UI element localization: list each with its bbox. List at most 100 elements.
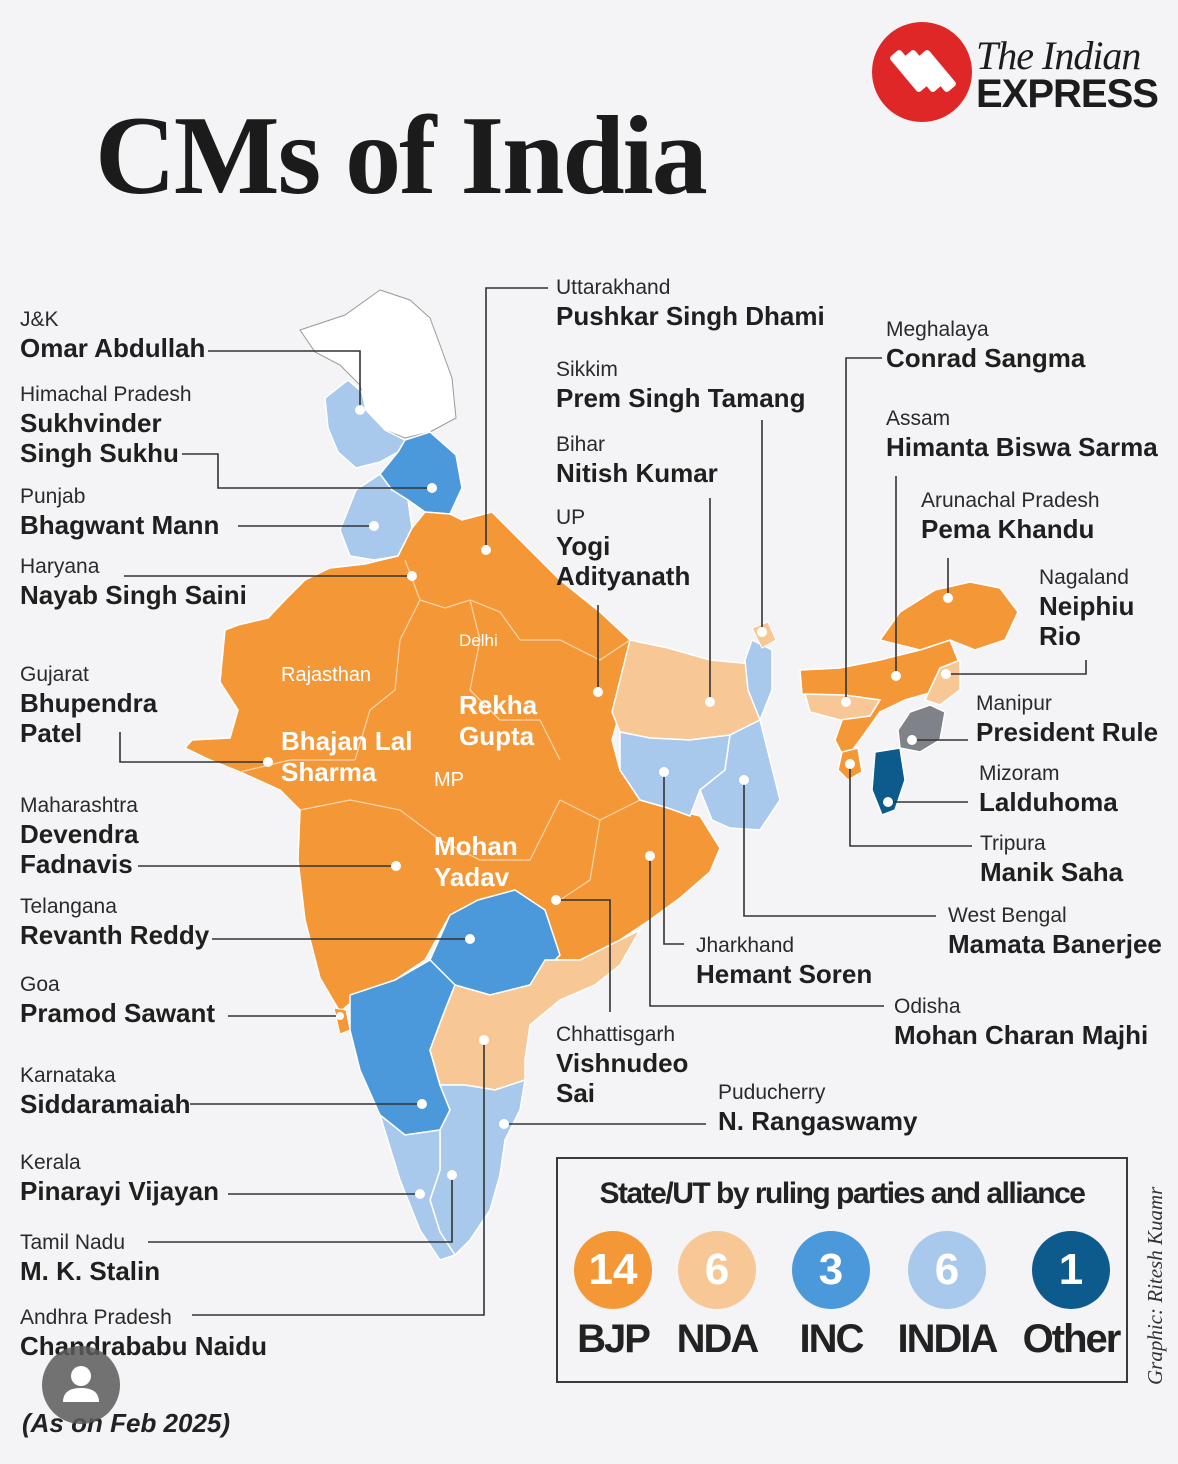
cm-name: Nitish Kumar	[556, 457, 718, 488]
label-himachal: Himachal Pradesh Sukhvinder Singh Sukhu	[20, 383, 192, 469]
state-name: MP	[434, 769, 464, 792]
logo-line2: EXPRESS	[976, 72, 1159, 116]
cm-name: Pema Khandu	[921, 513, 1095, 544]
region-goa[interactable]	[333, 1007, 351, 1035]
cm-name: N. Rangaswamy	[718, 1105, 918, 1136]
state-name: Sikkim	[556, 358, 618, 381]
cm-name: Chandrababu Naidu	[20, 1330, 268, 1361]
legend-count: 6	[908, 1231, 986, 1309]
state-name: Jharkhand	[696, 934, 795, 957]
label-delhi: Delhi Rekha Gupta	[459, 593, 537, 772]
state-name: Haryana	[20, 555, 100, 578]
label-chhattisgarh: Chhattisgarh Vishnudeo Sai	[556, 1023, 688, 1109]
cm-name: Conrad Sangma	[886, 342, 1086, 373]
cm-name: President Rule	[976, 716, 1159, 747]
label-andhra: Andhra Pradesh Chandrababu Naidu	[20, 1306, 267, 1361]
legend-item-india: 6 INDIA	[892, 1231, 1002, 1362]
cm-name: Manik Saha	[980, 856, 1124, 887]
state-name: Himachal Pradesh	[20, 383, 192, 406]
state-dots	[263, 405, 953, 1199]
label-punjab: Punjab Bhagwant Mann	[20, 485, 219, 540]
region-ladakh	[299, 289, 457, 439]
label-manipur: Manipur President Rule	[976, 692, 1158, 747]
legend-item-nda: 6 NDA	[662, 1231, 772, 1362]
cm-name: Bhajan Lal Sharma	[281, 725, 413, 787]
label-maharashtra: Maharashtra Devendra Fadnavis	[20, 794, 139, 880]
label-mp: MP Mohan Yadav	[434, 730, 518, 912]
cm-name: Nayab Singh Saini	[20, 579, 247, 610]
user-avatar-icon[interactable]	[42, 1346, 120, 1424]
cm-name: Pushkar Singh Dhami	[556, 300, 825, 331]
graphic-credit: Graphic: Ritesh Kuamr	[1143, 1186, 1167, 1385]
region-meghalaya[interactable]	[804, 693, 882, 721]
label-mizoram: Mizoram Lalduhoma	[979, 762, 1118, 817]
cm-name: Omar Abdullah	[20, 332, 206, 363]
region-mizoram[interactable]	[871, 747, 906, 816]
cm-name: Vishnudeo Sai	[556, 1047, 689, 1109]
label-tripura: Tripura Manik Saha	[980, 832, 1123, 887]
label-tamilnadu: Tamil Nadu M. K. Stalin	[20, 1231, 160, 1286]
region-westbengal[interactable]	[699, 638, 781, 831]
cm-name: Mohan Yadav	[434, 830, 518, 892]
cm-name: Mohan Charan Majhi	[894, 1019, 1149, 1050]
page-title: CMs of India	[95, 94, 708, 218]
state-name: Tamil Nadu	[20, 1231, 126, 1254]
region-manipur[interactable]	[897, 704, 946, 753]
label-meghalaya: Meghalaya Conrad Sangma	[886, 318, 1085, 373]
legend-count: 3	[792, 1231, 870, 1309]
leader-lines	[119, 287, 1087, 1316]
cm-name: Pramod Sawant	[20, 997, 216, 1028]
label-westbengal: West Bengal Mamata Banerjee	[948, 904, 1162, 959]
party-legend: State/UT by ruling parties and alliance …	[556, 1157, 1128, 1383]
state-name: Meghalaya	[886, 318, 989, 341]
legend-name: BJP	[577, 1317, 651, 1361]
legend-item-inc: 3 INC	[776, 1231, 886, 1362]
state-borders	[239, 559, 641, 901]
label-odisha: Odisha Mohan Charan Majhi	[894, 995, 1148, 1050]
cm-name: Himanta Biswa Sarma	[886, 431, 1158, 462]
label-jk: J&K Omar Abdullah	[20, 308, 205, 363]
state-name: Uttarakhand	[556, 276, 671, 299]
legend-count: 1	[1032, 1231, 1110, 1309]
state-name: UP	[556, 506, 586, 529]
state-name: Tripura	[980, 832, 1046, 855]
region-arunachal[interactable]	[878, 581, 1019, 651]
state-name: Andhra Pradesh	[20, 1306, 172, 1329]
label-uttarakhand: Uttarakhand Pushkar Singh Dhami	[556, 276, 825, 331]
label-jharkhand: Jharkhand Hemant Soren	[696, 934, 872, 989]
cm-name: Siddaramaiah	[20, 1088, 191, 1119]
region-kerala[interactable]	[378, 1112, 457, 1261]
cm-name: Yogi Adityanath	[556, 530, 691, 592]
cm-name: Bhagwant Mann	[20, 509, 220, 540]
label-telangana: Telangana Revanth Reddy	[20, 895, 209, 950]
label-karnataka: Karnataka Siddaramaiah	[20, 1064, 191, 1119]
cm-name: Prem Singh Tamang	[556, 382, 806, 413]
state-name: Maharashtra	[20, 794, 138, 817]
state-name: Bihar	[556, 433, 606, 456]
cm-name: Hemant Soren	[696, 958, 873, 989]
legend-name: Other	[1022, 1317, 1122, 1361]
label-haryana: Haryana Nayab Singh Saini	[20, 555, 247, 610]
cm-name: Rekha Gupta	[459, 690, 538, 752]
state-name: Telangana	[20, 895, 117, 918]
state-name: Nagaland	[1039, 566, 1129, 589]
label-goa: Goa Pramod Sawant	[20, 973, 215, 1028]
label-arunachal: Arunachal Pradesh Pema Khandu	[921, 489, 1100, 544]
state-name: Manipur	[976, 692, 1052, 715]
cm-name: M. K. Stalin	[20, 1255, 161, 1286]
state-name: Odisha	[894, 995, 961, 1018]
legend-count: 6	[678, 1231, 756, 1309]
cm-name: Lalduhoma	[979, 786, 1118, 817]
label-rajasthan: Rajasthan Bhajan Lal Sharma	[281, 625, 412, 807]
state-name: Puducherry	[718, 1081, 826, 1104]
cm-name: Devendra Fadnavis	[20, 818, 139, 880]
region-nagaland[interactable]	[923, 658, 961, 706]
state-name: Gujarat	[20, 663, 89, 686]
label-gujarat: Gujarat Bhupendra Patel	[20, 663, 157, 749]
legend-title: State/UT by ruling parties and alliance	[599, 1177, 1086, 1210]
state-name: West Bengal	[948, 904, 1067, 927]
cm-name: Neiphiu Rio	[1039, 590, 1135, 652]
logo-mark-icon	[872, 22, 972, 122]
cm-name: Sukhvinder Singh Sukhu	[20, 407, 179, 469]
